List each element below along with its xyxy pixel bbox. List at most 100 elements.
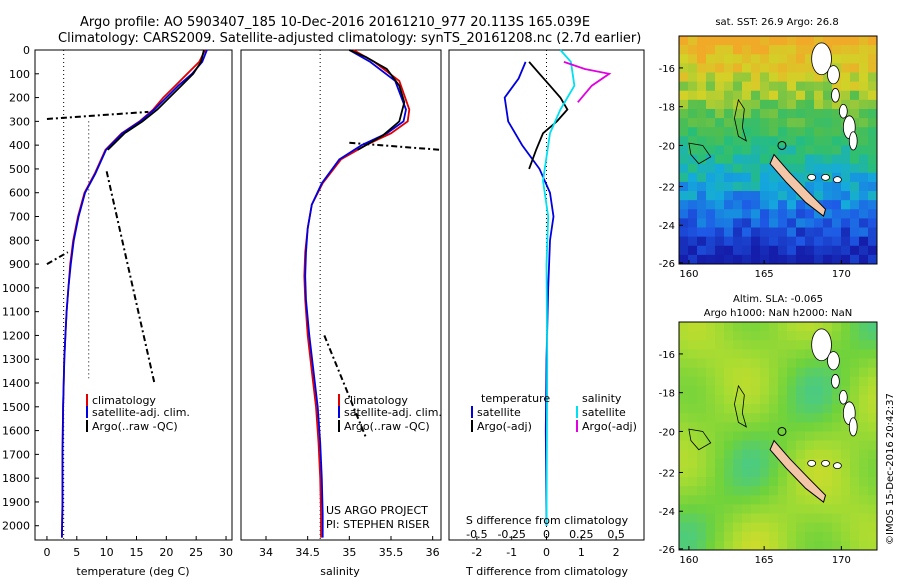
map-cell [760,458,770,469]
map-cell [751,136,761,146]
sla-map: Altim. SLA: -0.065 Argo h1000: NaN h2000… [659,294,878,566]
map-cell [742,63,752,73]
map-cell [697,191,707,201]
map-cell [742,331,752,341]
map-cell [859,522,869,533]
map-cell [751,477,761,487]
map-cell [868,181,878,192]
map-cell [850,99,860,110]
map-cell [706,495,716,505]
map-cell [742,458,752,469]
map-cell [733,358,743,368]
map-cell [760,54,770,64]
map-cell [760,145,770,155]
map-cell [697,154,707,165]
map-cell [796,127,806,137]
map-cell [742,218,752,228]
map-cell [823,486,833,496]
map-cell [787,495,797,505]
map-cell [805,108,815,119]
map-cell [769,90,779,101]
legend-label-satellite: satellite-adj. clim. [344,406,442,419]
map-cell [859,358,869,368]
map-cell [715,63,725,73]
map-cell [742,254,752,265]
map-cell [868,477,878,487]
map-cell [769,404,779,414]
x-tick-label: 15 [129,546,143,559]
map-cell [733,245,743,256]
map-cell [841,358,851,368]
map-cell [769,495,779,505]
map-cell [868,458,878,469]
map-cell [859,458,869,469]
map-cell [688,431,698,441]
map-cell [832,81,842,92]
map-cell [733,163,743,174]
legend-heading-salinity: salinity [582,392,622,405]
map-cell [769,367,779,378]
map-cell [859,118,869,128]
map-cell [760,209,770,219]
map-cell [823,245,833,256]
map-cell [796,154,806,165]
map-cell [706,172,716,183]
map-cell [715,422,725,432]
map-cell [805,63,815,73]
map-cell [751,181,761,192]
map-cell [751,358,761,368]
sla-map-frame [678,321,878,551]
map-cell [688,477,698,487]
map-cell [841,376,851,387]
map-cell [769,431,779,441]
map-y-tick-label: -18 [659,103,675,114]
map-cell [850,385,860,396]
map-cell [796,340,806,350]
map-cell [715,254,725,265]
map-cell [859,477,869,487]
map-cell [823,145,833,155]
map-cell [769,236,779,247]
map-cell [688,385,698,396]
map-cell [760,431,770,441]
map-cell [841,477,851,487]
map-cell [733,431,743,441]
map-cell [805,81,815,92]
difference-top-axis-label: S difference from climatology [466,514,629,527]
map-cell [841,145,851,155]
map-cell [724,108,734,119]
map-cell [769,63,779,73]
map-cell [850,431,860,441]
map-cell [751,45,761,55]
map-cell [742,45,752,55]
map-cell [697,467,707,478]
map-cell [823,495,833,505]
map-cell [805,154,815,165]
map-cell [751,458,761,469]
map-cell [850,218,860,228]
map-cell [850,245,860,256]
temperature-reference-lines [46,50,156,540]
x-tick-label: 20 [159,546,173,559]
map-cell [679,385,689,396]
map-cell [679,245,689,256]
map-cell [760,127,770,137]
map-cell [823,254,833,265]
map-cell [805,404,815,414]
map-cell [823,504,833,514]
map-cell [679,513,689,524]
map-cell [751,440,761,451]
map-cell [760,504,770,514]
map-cell [796,358,806,368]
map-cell [823,209,833,219]
map-cell [706,394,716,405]
map-cell [724,209,734,219]
map-cell [733,394,743,405]
map-cell [724,191,734,201]
map-cell [778,108,788,119]
map-cell [868,522,878,533]
map-cell [814,145,824,155]
map-cell [787,431,797,441]
map-cell [742,477,752,487]
map-cell [706,349,716,359]
